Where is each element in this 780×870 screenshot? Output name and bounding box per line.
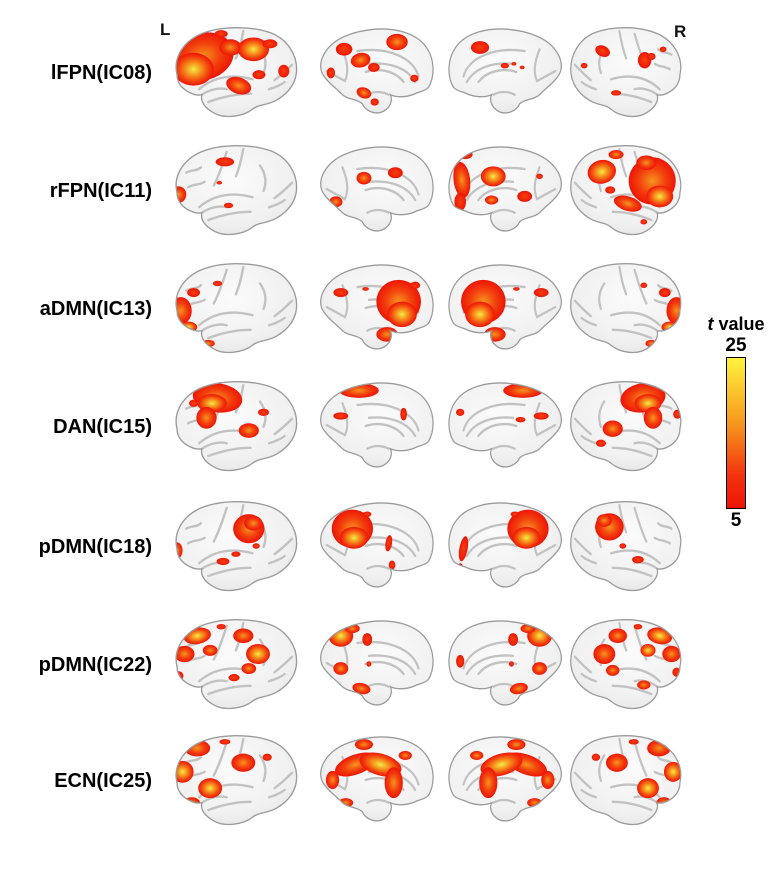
network-label: ECN(IC25)	[54, 769, 152, 792]
brain-view-left-lateral	[175, 500, 298, 592]
brain-views	[0, 15, 780, 131]
brain-view-right-lateral	[570, 734, 682, 826]
colorbar-title: t value	[696, 314, 776, 335]
brain-cell	[442, 376, 566, 476]
brain-view-left-lateral	[175, 26, 298, 118]
brain-view-right-medial	[448, 382, 562, 468]
brain-view-left-medial	[320, 736, 434, 822]
network-label: DAN(IC15)	[53, 415, 152, 438]
network-row: ECN(IC25)	[0, 723, 780, 839]
brain-view-right-lateral	[570, 26, 682, 118]
brain-cell	[564, 22, 690, 122]
brain-view-right-medial	[448, 28, 562, 114]
brain-cell	[564, 258, 690, 358]
brain-cell	[166, 614, 304, 714]
colorbar: t value 25 5	[696, 314, 776, 531]
brain-view-left-medial	[320, 382, 434, 468]
brain-view-right-lateral	[570, 618, 682, 710]
network-label: pDMN(IC18)	[38, 535, 152, 558]
orientation-label-left: L	[160, 20, 171, 39]
brain-view-left-medial	[320, 146, 434, 232]
brain-cell	[316, 376, 440, 476]
brain-cell	[442, 258, 566, 358]
brain-cell	[166, 730, 304, 830]
colorbar-min-label: 5	[730, 510, 742, 531]
brain-views	[0, 607, 780, 723]
network-row: aDMN(IC13)	[0, 251, 780, 367]
colorbar-gradient	[726, 357, 746, 509]
brain-views	[0, 133, 780, 249]
brain-view-left-lateral	[175, 262, 298, 354]
network-label: rFPN(IC11)	[49, 179, 152, 202]
brain-cell	[166, 496, 304, 596]
network-row: DAN(IC15)	[0, 369, 780, 485]
brain-views	[0, 251, 780, 367]
brain-cell	[442, 22, 566, 122]
colorbar-title-text: value	[713, 314, 765, 334]
brain-cell	[316, 614, 440, 714]
network-row: rFPN(IC11)	[0, 133, 780, 249]
brain-cell	[166, 376, 304, 476]
brain-view-right-medial	[448, 146, 562, 232]
brain-view-left-medial	[320, 620, 434, 706]
brain-view-right-medial	[448, 502, 562, 588]
brain-view-right-lateral	[570, 262, 682, 354]
brain-cell	[442, 140, 566, 240]
brain-views	[0, 723, 780, 839]
brain-view-left-medial	[320, 502, 434, 588]
brain-view-right-lateral	[570, 500, 682, 592]
brain-view-left-lateral	[175, 380, 298, 472]
brain-cell	[564, 140, 690, 240]
brain-cell	[564, 730, 690, 830]
colorbar-title-symbol: t	[707, 314, 714, 334]
brain-view-left-medial	[320, 28, 434, 114]
brain-cell	[166, 258, 304, 358]
brain-view-right-medial	[448, 620, 562, 706]
network-row: pDMN(IC18)	[0, 489, 780, 605]
brain-cell	[564, 376, 690, 476]
brain-views	[0, 489, 780, 605]
brain-cell	[442, 730, 566, 830]
brain-view-left-lateral	[175, 618, 298, 710]
brain-view-right-lateral	[570, 380, 682, 472]
network-label: pDMN(IC22)	[38, 653, 152, 676]
brain-cell	[316, 22, 440, 122]
brain-view-left-medial	[320, 264, 434, 350]
colorbar-max-label: 25	[725, 335, 747, 356]
brain-cell	[442, 496, 566, 596]
brain-view-right-medial	[448, 264, 562, 350]
brain-view-left-lateral	[175, 734, 298, 826]
brain-cell	[166, 140, 304, 240]
brain-cell	[564, 496, 690, 596]
brain-cell	[166, 22, 304, 122]
orientation-label-right: R	[674, 22, 687, 41]
brain-cell	[316, 496, 440, 596]
brain-view-right-lateral	[570, 144, 682, 236]
brain-view-right-medial	[448, 736, 562, 822]
brain-views	[0, 369, 780, 485]
brain-cell	[316, 140, 440, 240]
network-label: aDMN(IC13)	[39, 297, 152, 320]
brain-cell	[442, 614, 566, 714]
brain-cell	[316, 730, 440, 830]
network-row: pDMN(IC22)	[0, 607, 780, 723]
network-row: lFPN(IC08)	[0, 15, 780, 131]
brain-cell	[316, 258, 440, 358]
brain-view-left-lateral	[175, 144, 298, 236]
brain-cell	[564, 614, 690, 714]
network-label: lFPN(IC08)	[50, 61, 152, 84]
